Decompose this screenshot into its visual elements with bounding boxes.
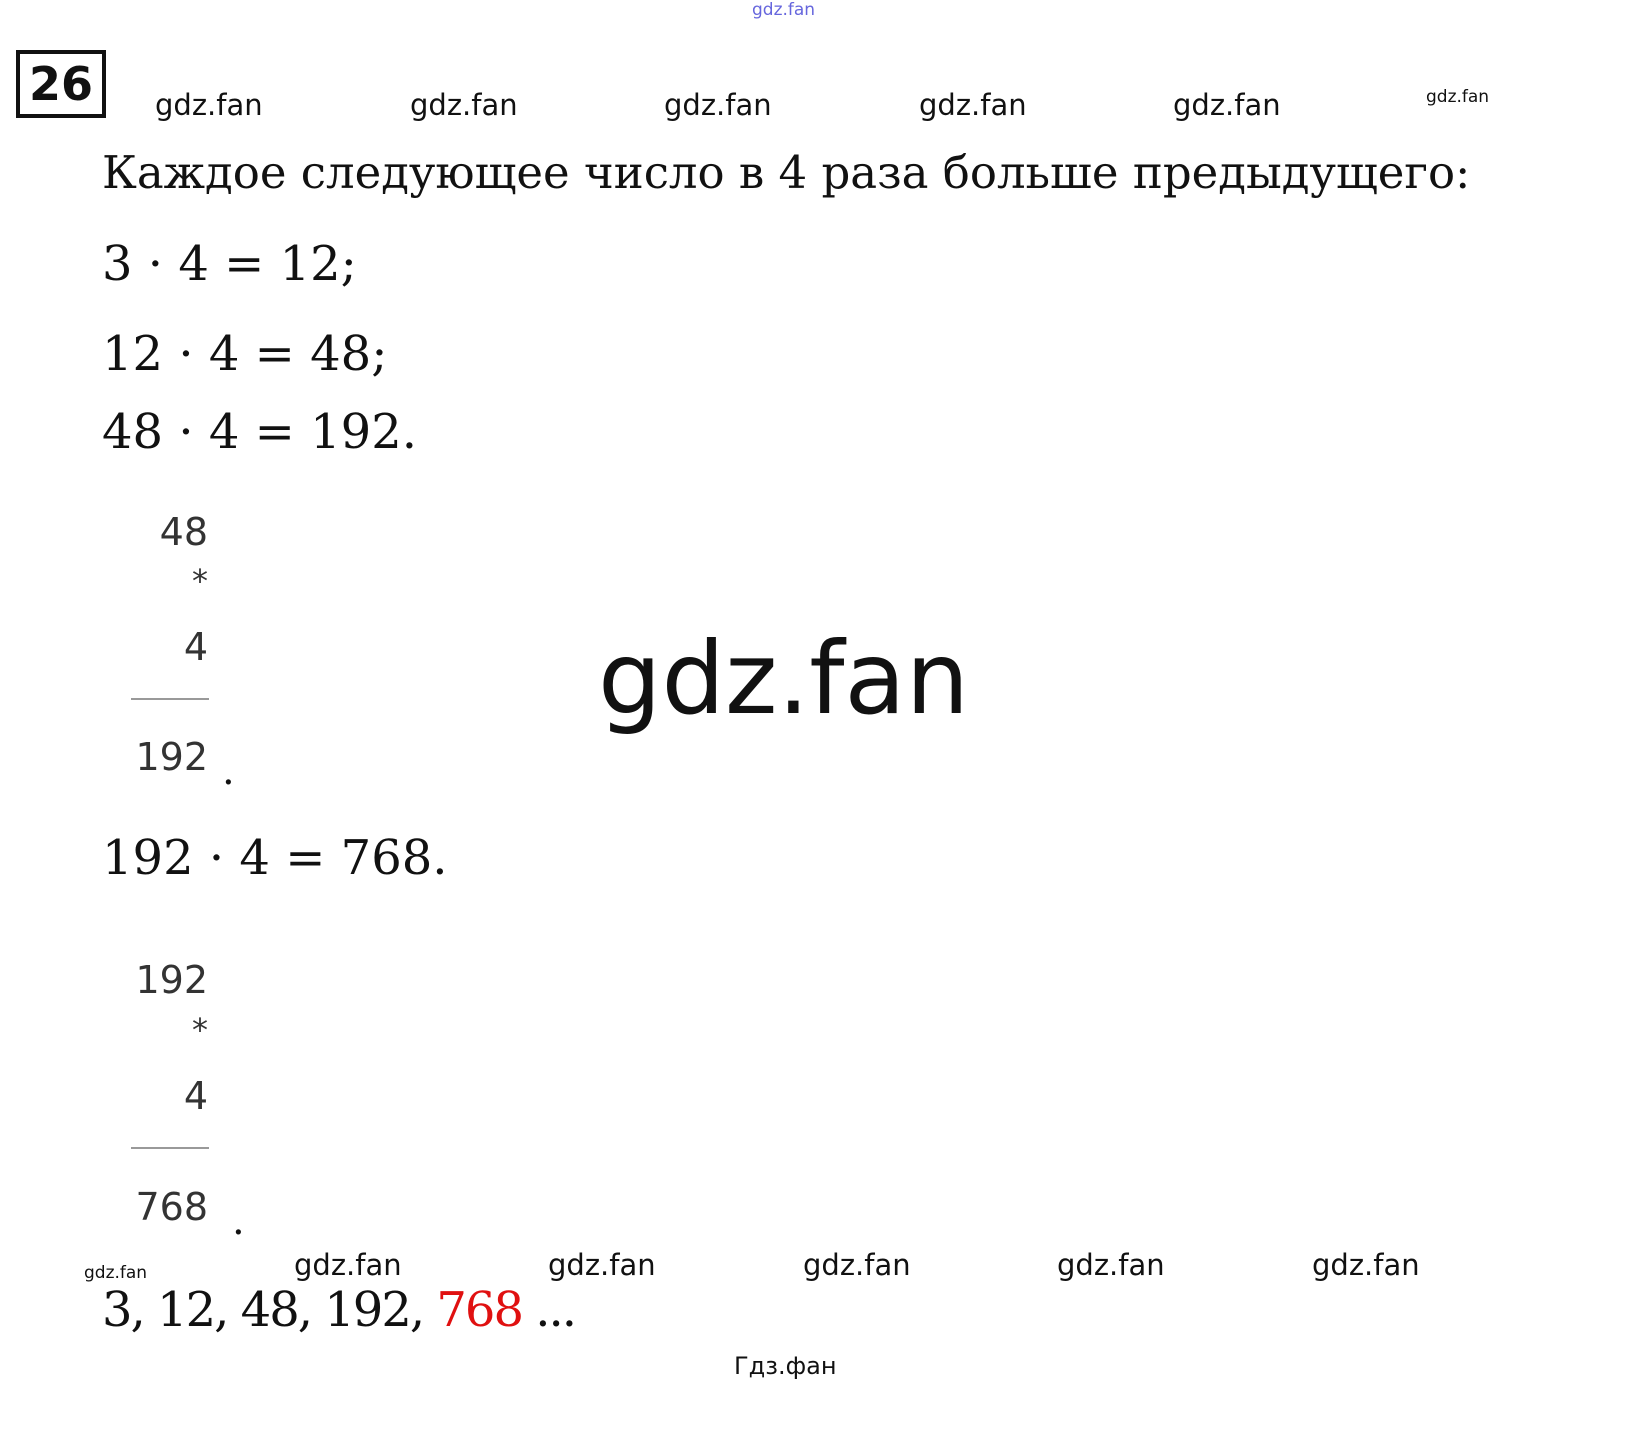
watermark: gdz.fan [1312,1248,1420,1282]
answer-sequence: 3, 12, 48, 192, 768 ... [102,1282,577,1338]
watermark: gdz.fan [294,1248,402,1282]
footer-watermark: Гдз.фан [734,1352,837,1380]
watermark: gdz.fan [664,88,772,122]
watermark: gdz.fan [410,88,518,122]
watermark: gdz.fan [1173,88,1281,122]
watermark: gdz.fan [803,1248,911,1282]
watermark-center: gdz.fan [598,620,970,737]
watermark: gdz.fan [1057,1248,1165,1282]
watermark: gdz.fan [84,1263,148,1283]
watermark: gdz.fan [155,88,263,122]
column-operator: * [192,1011,208,1049]
sequence-values: 3, 12, 48, 192, [102,1282,437,1338]
equation: 12 · 4 = 48; [102,326,388,382]
watermark: gdz.fan [919,88,1027,122]
equation: 3 · 4 = 12; [102,236,357,292]
column-result: 192 [135,735,208,779]
sequence-answer: 768 [436,1282,524,1338]
column-operand: 48 [159,510,208,554]
column-rule [131,1147,209,1149]
column-dot: . [222,748,235,794]
watermark: gdz.fan [548,1248,656,1282]
watermark: gdz.fan [1426,87,1490,107]
column-result: 768 [135,1185,208,1229]
intro-text: Каждое следующее число в 4 раза больше п… [102,146,1471,199]
column-operand: 4 [183,1074,208,1118]
column-operand: 192 [135,958,208,1002]
column-rule [131,698,209,700]
equation: 192 · 4 = 768. [102,830,448,886]
equation: 48 · 4 = 192. [102,404,417,460]
column-operand: 4 [183,625,208,669]
column-operator: * [192,562,208,600]
column-dot: . [232,1198,245,1244]
task-number: 26 [16,50,106,118]
sequence-ellipsis: ... [522,1282,577,1338]
watermark-top: gdz.fan [752,0,816,20]
